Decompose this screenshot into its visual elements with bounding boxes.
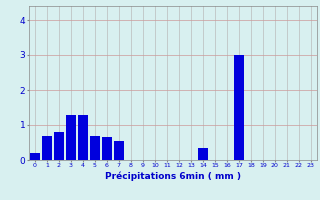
Bar — [90, 136, 100, 160]
Bar — [114, 141, 124, 160]
Bar — [66, 114, 76, 160]
Bar — [198, 148, 208, 160]
Bar — [234, 55, 244, 160]
Bar — [102, 137, 112, 160]
Bar — [78, 114, 88, 160]
Bar — [42, 136, 52, 160]
X-axis label: Précipitations 6min ( mm ): Précipitations 6min ( mm ) — [105, 171, 241, 181]
Bar — [30, 153, 40, 160]
Bar — [54, 132, 64, 160]
